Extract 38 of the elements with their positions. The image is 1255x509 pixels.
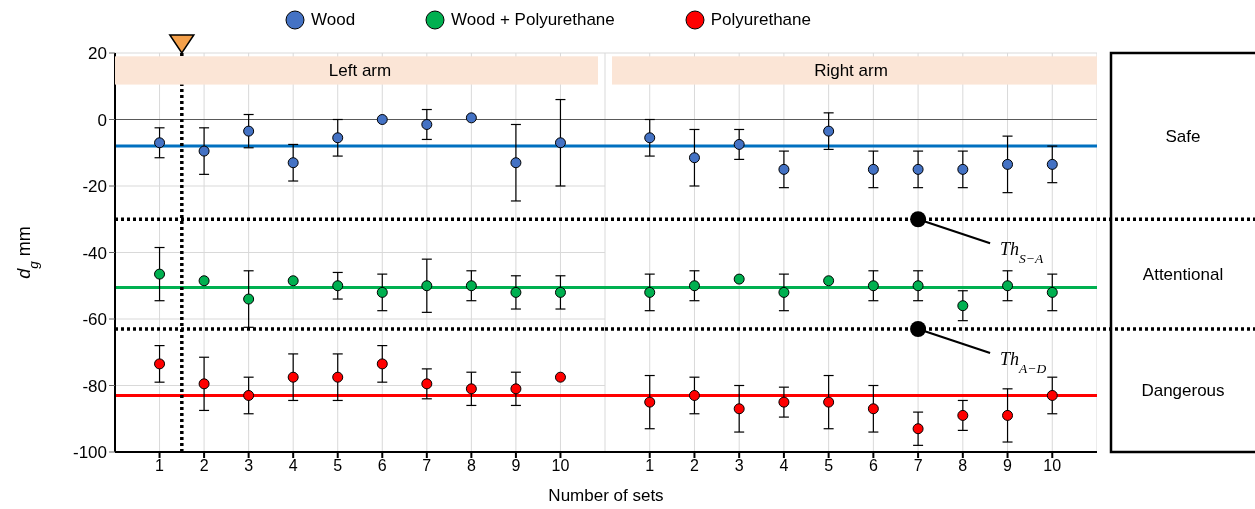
x-tick-label: 2 (690, 457, 699, 475)
x-tick-label: 5 (824, 457, 834, 475)
x-tick-label: 3 (244, 457, 254, 475)
x-tick-label: 8 (958, 457, 968, 475)
y-tick-label: -60 (82, 310, 107, 330)
annotation: Th$_{A−D}$ (1000, 348, 1047, 376)
y-tick-label: -80 (82, 376, 107, 396)
y-tick-label: 20 (88, 44, 107, 64)
x-tick-label: 9 (1003, 457, 1013, 475)
annotation: Th$_{S−A}$ (1000, 239, 1044, 266)
legend-label: Wood + Polyurethane (451, 10, 615, 30)
legend-label: Polyurethane (710, 10, 811, 30)
x-tick-label: 4 (779, 457, 789, 475)
text: Left arm (328, 61, 392, 81)
x-tick-label: 7 (422, 457, 432, 475)
x-tick-label: 6 (377, 457, 387, 475)
x-tick-label: 4 (288, 457, 298, 475)
x-tick-label: 3 (734, 457, 744, 475)
text: Dangerous (1141, 381, 1225, 401)
x-tick-label: 7 (913, 457, 923, 475)
x-tick-label: 1 (155, 457, 165, 475)
x-tick-label: 9 (511, 457, 521, 475)
x-axis-title: Number of sets (548, 486, 664, 505)
x-tick-label: 1 (645, 457, 655, 475)
y-tick-label: -20 (82, 177, 107, 197)
text: Right arm (814, 61, 888, 81)
x-tick-label: 6 (868, 457, 878, 475)
x-tick-label: 5 (333, 457, 343, 475)
x-tick-label: 10 (551, 457, 570, 475)
x-tick-label: 10 (1043, 457, 1062, 475)
y-tick-label: 0 (97, 110, 107, 130)
x-tick-label: 8 (466, 457, 476, 475)
y-tick-label: -100 (72, 443, 107, 463)
text: Attentional (1142, 265, 1224, 285)
x-tick-label: 2 (199, 457, 209, 475)
legend-label: Wood (311, 10, 356, 30)
text: Safe (1165, 127, 1201, 147)
y-tick-label: -40 (82, 243, 107, 263)
